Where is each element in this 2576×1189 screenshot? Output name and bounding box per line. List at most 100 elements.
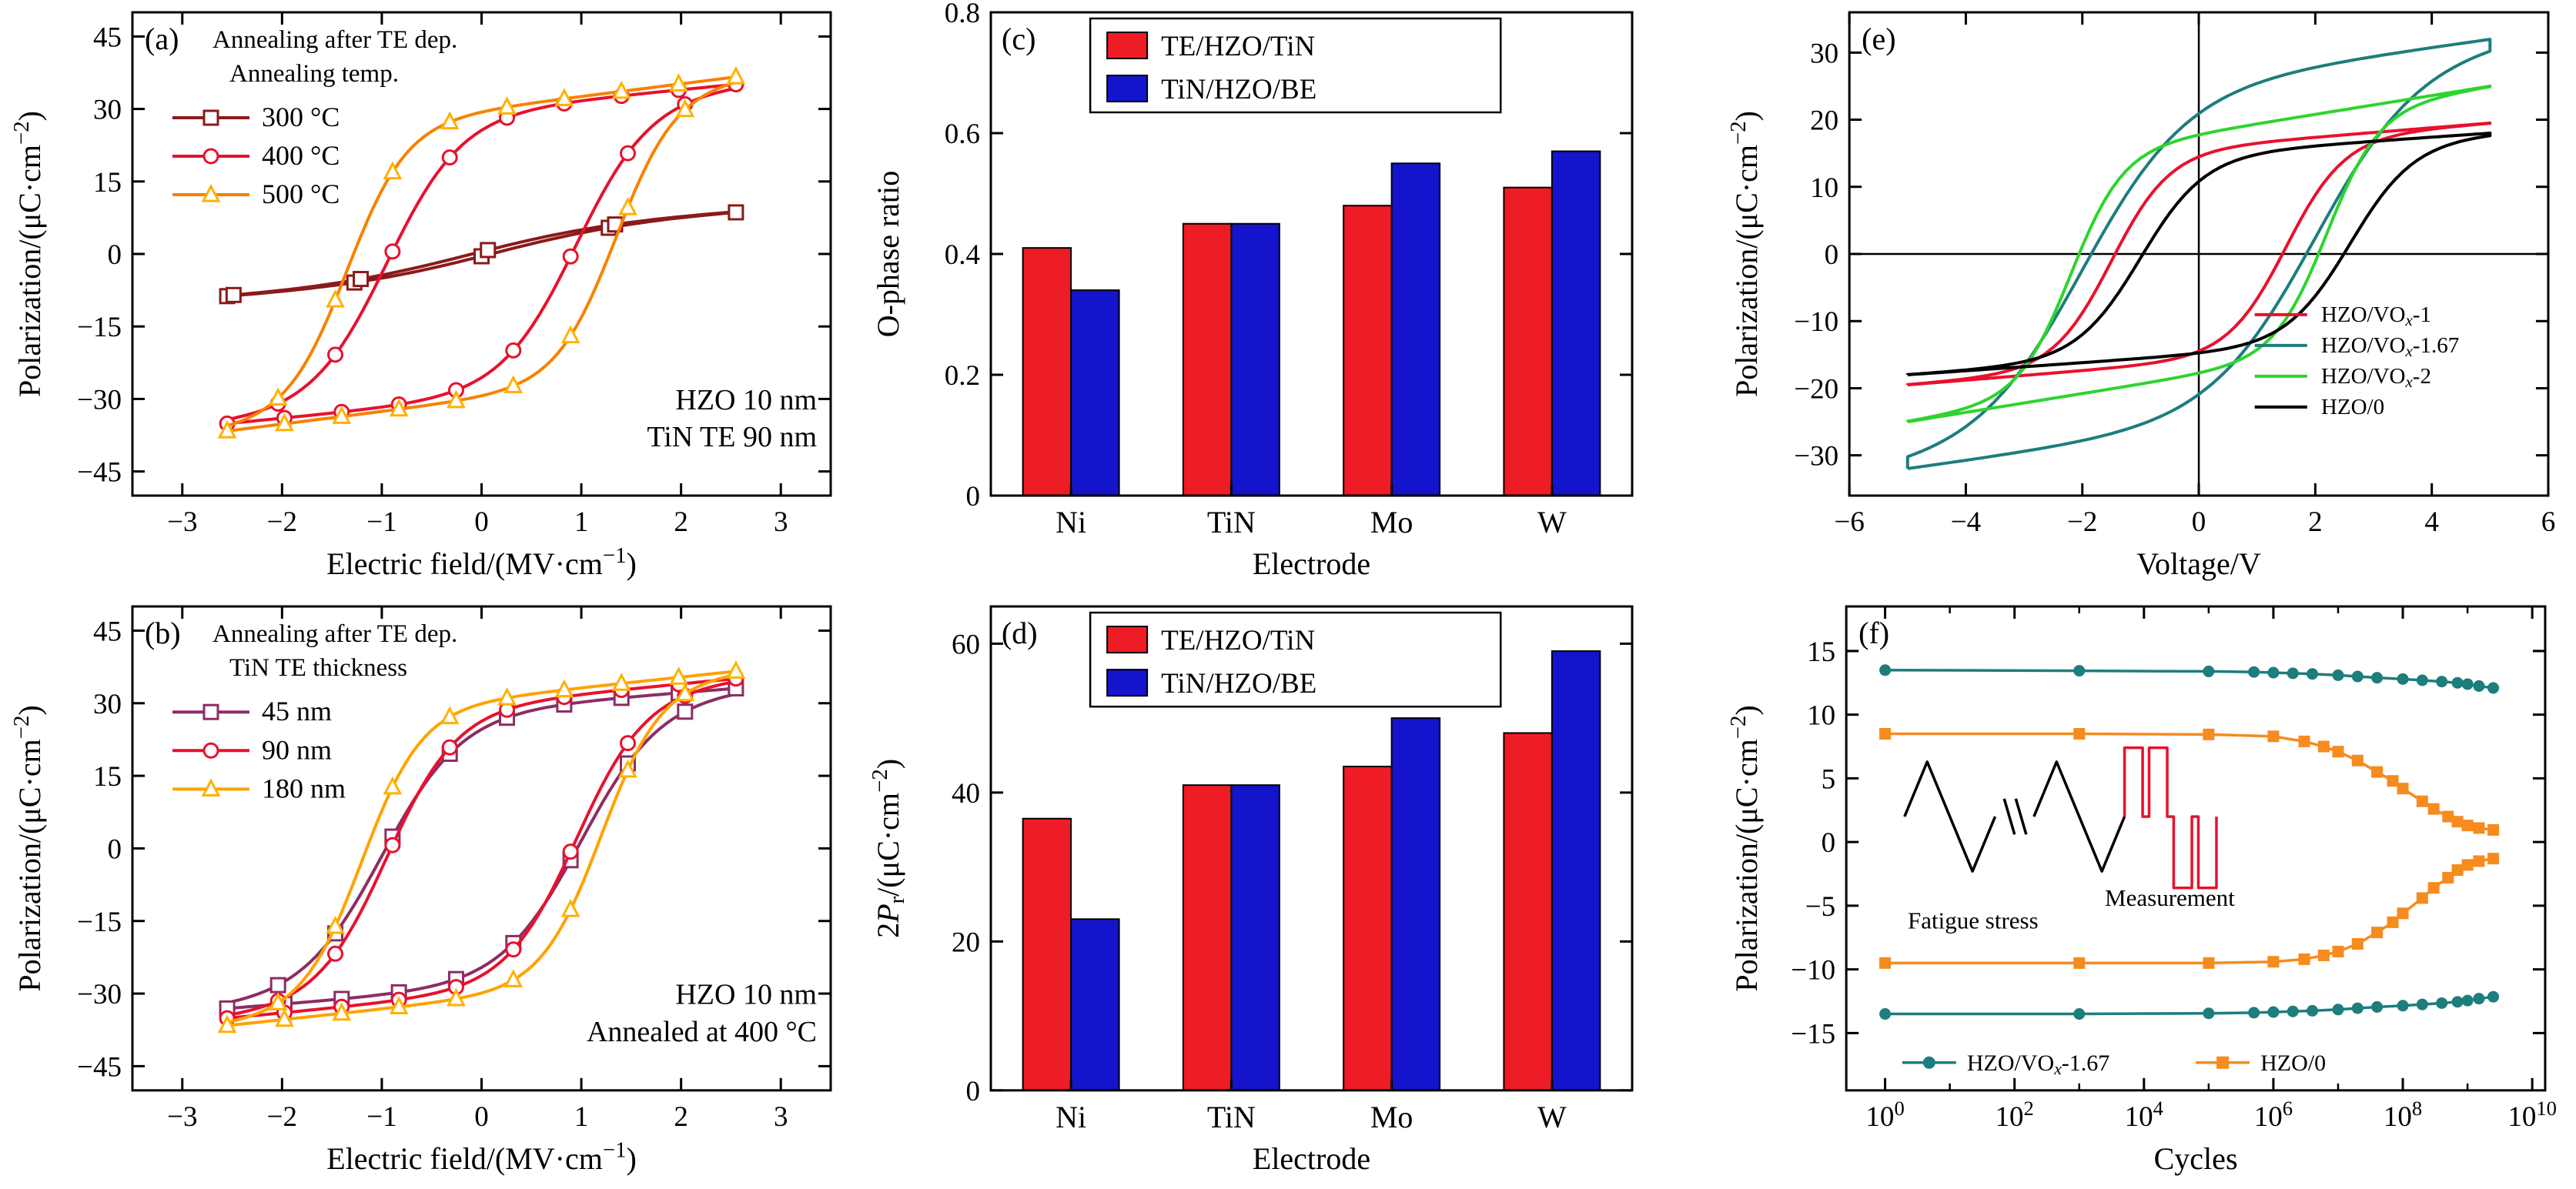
circle-marker xyxy=(441,739,458,756)
triangle-marker xyxy=(383,776,403,795)
annotation: Annealed at 400 °C xyxy=(587,1016,817,1048)
x-tick-label: 0 xyxy=(474,506,489,538)
square-marker xyxy=(2461,820,2474,832)
legend-entry: HZO/VOx-1.67 xyxy=(1967,1050,2109,1078)
y-tick-label: 0 xyxy=(107,833,122,865)
square-marker xyxy=(2427,882,2440,894)
panel-label: (d) xyxy=(1002,616,1038,650)
series-line xyxy=(1905,132,2492,376)
bar xyxy=(1182,222,1233,496)
x-axis-title: Voltage/V xyxy=(2136,546,2261,581)
circle-marker xyxy=(1879,1008,1892,1020)
square-marker xyxy=(2473,855,2485,867)
bar xyxy=(1230,222,1280,496)
square-marker xyxy=(2267,956,2280,968)
y-tick-label: 0.8 xyxy=(945,0,980,29)
triangle-marker xyxy=(726,660,746,679)
series xyxy=(217,660,746,1034)
circle-marker xyxy=(2451,996,2464,1008)
legend-header: Annealing after TE dep. xyxy=(212,26,457,54)
y-tick-label: −15 xyxy=(77,907,122,938)
square-marker xyxy=(202,109,219,126)
y-tick-label: −10 xyxy=(1791,955,1835,987)
square-marker xyxy=(2216,1056,2230,1069)
x-tick-label: 1 xyxy=(574,1101,589,1133)
square-marker xyxy=(2397,907,2409,920)
axes: −15 −10 −5 0 5 10 15 Cycles Polarization/(μC·cm−… xyxy=(1726,605,2557,1176)
triangle-marker xyxy=(560,325,580,344)
y-tick-label: −5 xyxy=(1805,891,1835,923)
square-marker xyxy=(2487,823,2500,836)
x-tick-label: 108 xyxy=(2384,1097,2422,1133)
y-tick-label: 0.4 xyxy=(945,239,980,271)
legend: TE/HZO/TiN TiN/HZO/BE (c) xyxy=(1002,17,1502,114)
bar xyxy=(1022,817,1072,1091)
y-axis-title: Polarization/(μC·cm−2) xyxy=(9,705,47,991)
y-tick-label: 10 xyxy=(1807,700,1835,732)
x-axis-title: Cycles xyxy=(2154,1141,2238,1176)
y-tick-label: 40 xyxy=(952,778,980,810)
plot-frame xyxy=(989,605,1634,1092)
bar xyxy=(1390,717,1441,1091)
y-tick-label: 20 xyxy=(952,927,980,958)
legend-subheader: Annealing temp. xyxy=(229,60,399,88)
triangle-marker xyxy=(332,1002,352,1021)
bar xyxy=(1070,289,1120,496)
x-axis-title: Electric field/(MV·cm−1) xyxy=(326,1138,637,1176)
axes: 0 20 40 60 Electrode 2Pr/(μC·cm−2) Ni TiN Mo W xyxy=(868,605,1634,1176)
triangle-marker xyxy=(217,1014,237,1034)
square-marker xyxy=(2317,949,2330,961)
y-axis-title: O-phase ratio xyxy=(871,171,905,338)
panel-d-chart: 0 20 40 60 Electrode 2Pr/(μC·cm−2) Ni TiN Mo W TE/… xyxy=(868,605,1634,1176)
bar xyxy=(1503,186,1553,496)
circle-marker xyxy=(2073,665,2086,677)
axes: 0 0.2 0.4 0.6 0.8 Electrode O-phase ratio Ni TiN… xyxy=(871,0,1634,581)
x-tick-label: 104 xyxy=(2125,1097,2163,1133)
legend-entry: 90 nm xyxy=(262,734,332,765)
legend-entry: 180 nm xyxy=(262,773,346,803)
circle-marker xyxy=(2351,670,2364,683)
panel-c: 0 0.2 0.4 0.6 0.8 Electrode O-phase ratio Ni TiN… xyxy=(858,0,1717,594)
square-marker xyxy=(2267,730,2280,743)
square-marker xyxy=(2387,916,2399,928)
circle-marker xyxy=(2203,665,2215,677)
triangle-marker xyxy=(389,996,409,1014)
y-tick-label: 0 xyxy=(1825,239,1839,271)
panel-d: 0 20 40 60 Electrode 2Pr/(μC·cm−2) Ni TiN Mo W TE/… xyxy=(858,594,1717,1189)
circle-marker xyxy=(2248,666,2260,678)
circle-marker xyxy=(2487,990,2500,1003)
x-tick-label: TiN xyxy=(1207,505,1256,539)
legend: (e) HZO/VOx-1 HZO/VOx-1.67 HZO/VOx-2 HZO/0 xyxy=(1862,22,2459,419)
y-tick-label: 5 xyxy=(1822,763,1836,795)
y-tick-label: −45 xyxy=(77,457,122,489)
bar xyxy=(1551,150,1601,497)
x-tick-label: 106 xyxy=(2254,1097,2293,1133)
square-marker xyxy=(2442,871,2454,883)
circle-marker xyxy=(2461,994,2474,1007)
panel-a-chart: −45 −30 −15 0 15 30 45 −3 −2 −1 0 1 2 3 Electric field… xyxy=(9,11,832,581)
x-tick-label: 6 xyxy=(2541,506,2556,538)
x-tick-label: 0 xyxy=(474,1101,489,1133)
series xyxy=(1022,150,1601,497)
x-tick-label: Mo xyxy=(1370,1100,1413,1134)
circle-marker xyxy=(2307,1004,2319,1017)
legend-entry: 500 °C xyxy=(262,179,340,209)
triangle-marker xyxy=(726,65,746,85)
bar xyxy=(1022,247,1072,496)
triangle-marker xyxy=(440,111,460,130)
circle-marker xyxy=(2371,672,2384,684)
square-marker xyxy=(2473,822,2485,834)
legend-entry: HZO/VOx-1.67 xyxy=(2321,333,2459,360)
triangle-marker xyxy=(332,406,352,424)
x-tick-label: 3 xyxy=(774,1101,788,1133)
x-tick-label: 2 xyxy=(2308,506,2323,538)
panel-b: −45 −30 −15 0 15 30 45 −3 −2 −1 0 1 2 3 Electric field… xyxy=(0,594,858,1189)
square-marker xyxy=(2442,810,2454,823)
y-tick-label: −30 xyxy=(1794,441,1838,473)
axes: −45 −30 −15 0 15 30 45 −3 −2 −1 0 1 2 3 Electric field… xyxy=(9,11,832,581)
square-marker xyxy=(225,286,242,303)
triangle-marker xyxy=(326,289,345,308)
square-marker xyxy=(2461,859,2474,871)
